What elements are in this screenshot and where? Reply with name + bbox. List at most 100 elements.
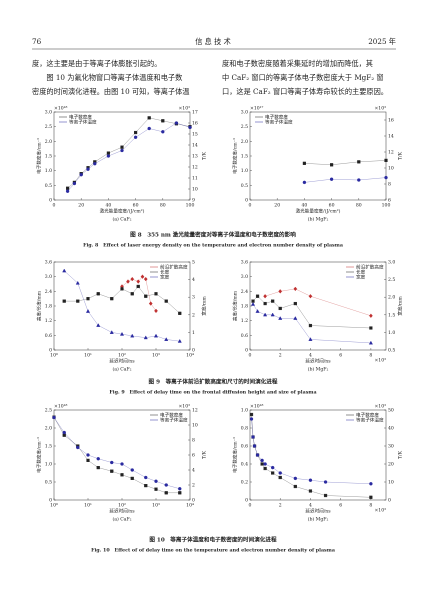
marker: [178, 491, 182, 495]
legend-label: 长度: [356, 269, 366, 276]
y-tick-label: 0.8: [241, 426, 248, 432]
y2-tick-label: 10: [388, 166, 394, 172]
legend-label: 前沿扩散高度: [356, 264, 384, 271]
marker: [133, 130, 138, 135]
y-axis-label: 高度/长度/mm: [36, 290, 43, 321]
legend-label: 宽度: [356, 274, 366, 281]
marker: [75, 280, 80, 285]
x-tick-label: 2: [279, 503, 282, 509]
series-line: [64, 270, 180, 342]
marker: [293, 476, 298, 481]
marker: [278, 475, 282, 480]
marker: [263, 466, 267, 471]
series-line: [64, 286, 180, 314]
paragraph-line: 度和电子数密度随着采集延时的增加而降低，其: [222, 59, 373, 68]
x-tick-label: 20: [274, 203, 280, 209]
marker: [96, 466, 100, 470]
y-tick-label: 1.8: [45, 304, 52, 310]
x-tick-label: 4: [309, 503, 312, 509]
y-tick-label: 1.2: [241, 318, 248, 324]
marker: [357, 160, 361, 164]
y-axis-label: 电子数密度/cm⁻³: [232, 138, 239, 174]
y-tick-label: 0.4: [241, 462, 248, 468]
x-tick-label: 60: [329, 203, 335, 209]
marker: [96, 323, 101, 327]
y2-tick-label: 9: [192, 198, 195, 204]
series-line: [265, 288, 371, 317]
marker: [147, 126, 151, 131]
y2-exponent: ×10³: [374, 106, 386, 112]
y2-tick-label: 6: [388, 198, 391, 204]
x-tick-label: 10⁴: [186, 503, 194, 509]
marker: [62, 268, 67, 273]
y2-tick-label: 6: [192, 453, 195, 459]
legend-label: 电子数密度: [356, 412, 379, 419]
marker: [110, 469, 114, 473]
marker: [93, 161, 97, 166]
y2-tick-label: 8: [388, 182, 391, 188]
y-exponent: ×10¹⁸: [250, 404, 264, 410]
marker: [302, 180, 307, 185]
marker: [249, 412, 254, 417]
marker: [330, 163, 334, 167]
marker: [136, 284, 140, 289]
y2-tick-label: 17: [192, 110, 198, 116]
plot-frame: [249, 409, 387, 501]
series-line: [67, 117, 191, 189]
y-tick-label: 0.5: [241, 183, 248, 189]
plot-frame: [249, 261, 387, 351]
x-tick-label: 10⁰: [50, 353, 58, 359]
marker: [85, 309, 91, 313]
marker: [260, 462, 264, 466]
y-tick-label: 0.2: [241, 480, 248, 486]
marker: [120, 148, 124, 153]
y2-axis-label: 宽度/mm: [397, 296, 404, 316]
marker: [52, 415, 56, 420]
marker: [323, 493, 328, 498]
marker: [72, 181, 77, 186]
y2-tick-label: 0: [192, 498, 195, 504]
marker: [161, 130, 165, 134]
x-tick-label: 100: [382, 203, 391, 209]
marker: [96, 457, 100, 461]
marker: [369, 326, 373, 330]
x-exponent: ×10³: [374, 358, 386, 364]
y2-tick-label: 3: [192, 295, 195, 301]
y2-tick-label: 13: [192, 154, 198, 160]
y-axis-label: 电子数密度/cm⁻³: [232, 437, 239, 473]
panel-label: (b) MgF₂: [308, 216, 329, 223]
x-tick-label: 6: [339, 353, 342, 359]
y-tick-label: 2.4: [45, 289, 52, 295]
marker: [144, 475, 148, 480]
y-tick-label: 0: [49, 198, 52, 204]
marker: [96, 292, 100, 296]
y-tick-label: 3.6: [45, 260, 52, 266]
marker: [130, 292, 134, 296]
x-axis-label: 延迟时间/ns: [109, 508, 135, 515]
y2-tick-label: 1: [192, 330, 195, 336]
marker: [120, 473, 124, 477]
y2-tick-label: 5: [192, 260, 195, 266]
x-tick-label: 40: [301, 203, 307, 209]
y-tick-label: 0.5: [45, 480, 52, 486]
plot-frame: [53, 409, 191, 501]
marker: [133, 135, 138, 140]
y2-tick-label: 12: [192, 408, 198, 414]
marker: [126, 279, 130, 284]
marker: [174, 121, 179, 125]
marker: [308, 478, 313, 482]
x-tick-label: 10²: [118, 353, 126, 359]
y2-tick-label: 4: [192, 468, 195, 474]
marker: [76, 445, 80, 450]
y-tick-label: 1.5: [45, 154, 52, 160]
y2-tick-label: 3.0: [388, 260, 395, 266]
y-tick-label: 1.2: [45, 318, 52, 324]
y2-tick-label: 10: [388, 480, 394, 486]
y2-tick-label: 2: [192, 312, 195, 318]
y2-tick-label: 40: [388, 426, 394, 432]
y2-axis-label: T/K: [202, 151, 208, 160]
marker: [293, 316, 298, 320]
panel-label: (a) CaF₂: [112, 366, 131, 373]
page-number: 76: [32, 37, 42, 46]
panel-label: (b) MgF₂: [308, 366, 329, 373]
